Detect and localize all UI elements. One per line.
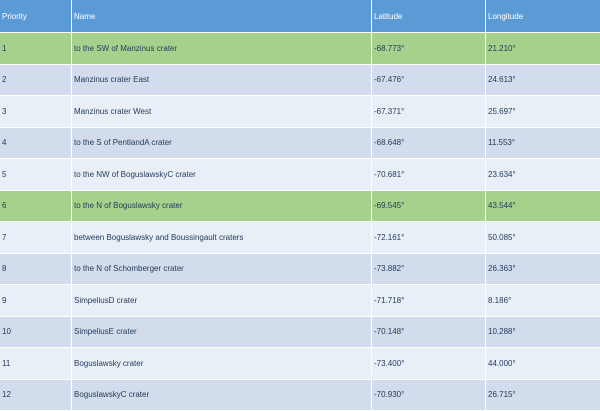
latitude-cell: -67.476°	[372, 64, 486, 95]
header-longitude[interactable]: Longitude	[488, 11, 524, 21]
priority-cell: 2	[0, 64, 72, 95]
latitude-cell: -70.930°	[372, 379, 486, 410]
latitude-cell: -70.681°	[372, 159, 486, 190]
longitude-cell: 26.715°	[488, 390, 516, 400]
longitude-cell: 44.000°	[488, 358, 516, 368]
priority-cell: 10	[0, 316, 72, 347]
header-priority[interactable]: Priority	[0, 0, 72, 32]
longitude-cell: 43.544°	[488, 201, 516, 211]
latitude-cell: -68.773°	[372, 33, 486, 64]
latitude-cell: -73.400°	[372, 348, 486, 379]
latitude-cell: -72.161°	[372, 222, 486, 253]
priority-cell: 6	[0, 190, 72, 221]
table-row[interactable]: 1 to the SW of Manzinus crater -68.773° 21.…	[0, 33, 600, 65]
name-cell: Manzinus crater West	[72, 96, 372, 127]
table-row[interactable]: 6 to the N of Boguslawsky crater -69.545° 4…	[0, 190, 600, 222]
name-cell: to the N of Schomberger crater	[72, 253, 372, 284]
table-row[interactable]: 4 to the S of PentlandA crater -68.648° 11.…	[0, 127, 600, 159]
name-cell: to the NW of BoguslawskyC crater	[72, 159, 372, 190]
longitude-cell: 23.634°	[488, 169, 516, 179]
name-cell: to the N of Boguslawsky crater	[72, 190, 372, 221]
priority-cell: 9	[0, 285, 72, 316]
longitude-cell: 24.613°	[488, 75, 516, 85]
priority-cell: 4	[0, 127, 72, 158]
table-row[interactable]: 7 between Boguslawsky and Boussingault cr…	[0, 222, 600, 254]
longitude-cell: 11.553°	[488, 138, 516, 148]
latitude-cell: -71.718°	[372, 285, 486, 316]
table-row[interactable]: 10 SimpeliusE crater -70.148° 10.288°	[0, 316, 600, 348]
priority-cell: 12	[0, 379, 72, 410]
table-row[interactable]: 8 to the N of Schomberger crater -73.882° 2…	[0, 253, 600, 285]
priority-cell: 1	[0, 33, 72, 64]
latitude-cell: -67.371°	[372, 96, 486, 127]
name-cell: between Boguslawsky and Boussingault cra…	[72, 222, 372, 253]
name-cell: SimpeliusE crater	[72, 316, 372, 347]
longitude-cell: 50.085°	[488, 232, 516, 242]
name-cell: Boguslawsky crater	[72, 348, 372, 379]
priority-cell: 3	[0, 96, 72, 127]
table-row[interactable]: 9 SimpeliusD crater -71.718° 8.186°	[0, 285, 600, 317]
priority-cell: 11	[0, 348, 72, 379]
latitude-cell: -70.148°	[372, 316, 486, 347]
longitude-cell: 25.697°	[488, 106, 516, 116]
name-cell: BoguslawskyC crater	[72, 379, 372, 410]
longitude-cell: 21.210°	[488, 43, 516, 53]
priority-cell: 7	[0, 222, 72, 253]
latitude-cell: -73.882°	[372, 253, 486, 284]
longitude-cell: 26.363°	[488, 264, 516, 274]
table-row[interactable]: 3 Manzinus crater West -67.371° 25.697°	[0, 96, 600, 128]
name-cell: to the S of PentlandA crater	[72, 127, 372, 158]
table-header: Priority Name Latitude Longitude	[0, 0, 600, 33]
name-cell: Manzinus crater East	[72, 64, 372, 95]
priority-cell: 8	[0, 253, 72, 284]
longitude-cell: 8.186°	[488, 295, 512, 305]
table-row[interactable]: 12 BoguslawskyC crater -70.930° 26.715°	[0, 379, 600, 411]
longitude-cell: 10.288°	[488, 327, 516, 337]
name-cell: to the SW of Manzinus crater	[72, 33, 372, 64]
priority-cell: 5	[0, 159, 72, 190]
latitude-cell: -68.648°	[372, 127, 486, 158]
name-cell: SimpeliusD crater	[72, 285, 372, 316]
latitude-cell: -69.545°	[372, 190, 486, 221]
table-row[interactable]: 5 to the NW of BoguslawskyC crater -70.681…	[0, 159, 600, 191]
header-name[interactable]: Name	[72, 0, 372, 32]
header-latitude[interactable]: Latitude	[372, 0, 486, 32]
table-row[interactable]: 11 Boguslawsky crater -73.400° 44.000°	[0, 348, 600, 380]
table-row[interactable]: 2 Manzinus crater East -67.476° 24.613°	[0, 64, 600, 96]
